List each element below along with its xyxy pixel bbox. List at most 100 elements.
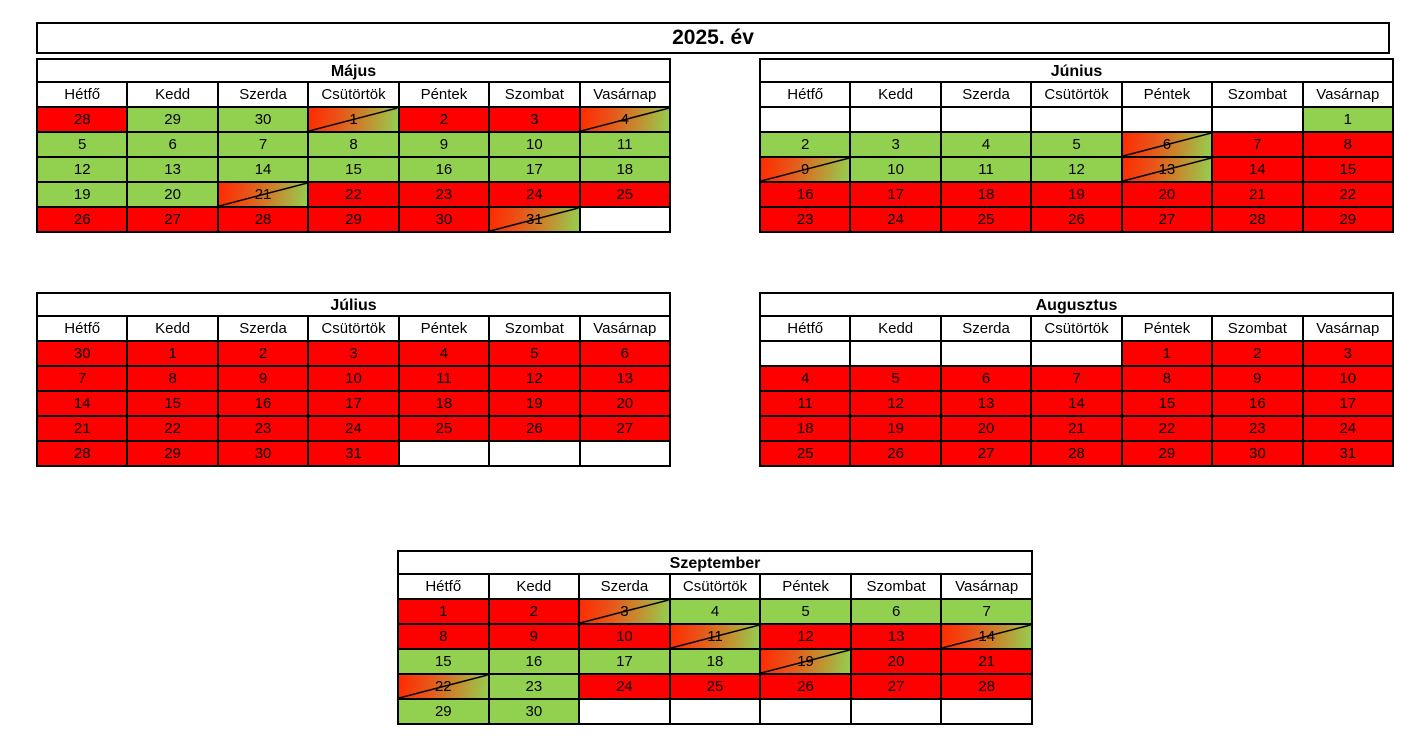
day-number: 9 [1253, 370, 1262, 387]
day-cell: 26 [1032, 208, 1121, 231]
day-number: 26 [887, 445, 904, 462]
month-grid: Hétfő Kedd Szerda Csütörtök Péntek Szombat Vas… [761, 317, 1392, 465]
day-number: 16 [435, 161, 453, 178]
day-cell: 30 [489, 700, 579, 723]
day-cell: 20 [580, 392, 669, 415]
day-cell: 7 [942, 600, 1031, 623]
day-cell: 12 [761, 625, 850, 648]
weekday-header: Kedd [851, 83, 940, 106]
day-cell: 8 [1303, 133, 1392, 156]
month-name: Július [38, 294, 669, 317]
day-cell: 6 [1122, 133, 1212, 156]
day-cell: 14 [218, 158, 308, 181]
day-number: 19 [526, 395, 543, 412]
day-number: 7 [982, 603, 991, 620]
weekday-header: Szombat [851, 575, 941, 598]
day-cell: 4 [941, 133, 1031, 156]
day-cell: 6 [851, 600, 941, 623]
day-cell: 29 [309, 208, 398, 231]
day-number: 29 [345, 211, 362, 228]
month-grid: Hétfő Kedd Szerda Csütörtök Péntek Szombat Vas… [38, 83, 669, 231]
day-number: 12 [526, 370, 543, 387]
empty-day-cell [399, 442, 489, 465]
day-number: 28 [1249, 211, 1266, 228]
day-number: 14 [1068, 395, 1085, 412]
weekday-header: Csütörtök [670, 575, 760, 598]
weekday-header: Szombat [1213, 83, 1302, 106]
day-number: 6 [168, 136, 177, 153]
empty-day-cell [942, 700, 1031, 723]
day-number: 3 [1343, 345, 1352, 362]
day-cell: 28 [1213, 208, 1302, 231]
day-cell: 19 [1032, 183, 1121, 206]
day-number: 7 [258, 136, 268, 153]
weekday-header: Csütörtök [309, 83, 398, 106]
day-cell: 22 [399, 675, 488, 698]
day-number: 26 [526, 420, 543, 437]
day-number: 10 [345, 370, 362, 387]
day-number: 27 [616, 420, 634, 437]
day-number: 3 [620, 603, 629, 620]
day-number: 20 [164, 186, 181, 203]
day-number: 8 [1162, 370, 1172, 387]
empty-day-cell [490, 442, 579, 465]
day-number: 9 [801, 161, 810, 178]
day-cell: 26 [851, 442, 940, 465]
day-cell: 14 [1213, 158, 1302, 181]
day-cell: 29 [1303, 208, 1392, 231]
empty-day-cell [851, 342, 940, 365]
day-number: 13 [1158, 161, 1176, 178]
day-number: 5 [1072, 136, 1081, 153]
weekday-header: Kedd [128, 317, 217, 340]
day-cell: 21 [942, 650, 1031, 673]
weekday-header: Szerda [580, 575, 669, 598]
weekday-header: Hétfő [399, 575, 488, 598]
day-cell: 23 [1213, 417, 1302, 440]
day-number: 15 [1158, 395, 1176, 412]
day-cell: 26 [490, 417, 579, 440]
day-number: 6 [891, 603, 901, 620]
empty-day-cell [761, 700, 850, 723]
day-number: 16 [525, 653, 543, 670]
day-cell: 25 [670, 675, 760, 698]
weekday-header: Péntek [1122, 83, 1212, 106]
day-number: 17 [1339, 395, 1357, 412]
day-cell: 7 [1213, 133, 1302, 156]
month-name: Szeptember [399, 552, 1031, 575]
strike-line [761, 158, 849, 181]
day-number: 25 [706, 678, 724, 695]
day-cell: 26 [38, 208, 127, 231]
day-cell: 2 [761, 133, 850, 156]
day-cell: 18 [580, 158, 669, 181]
day-cell: 31 [490, 208, 579, 231]
strike-line [1123, 158, 1211, 181]
day-number: 21 [978, 653, 996, 670]
day-cell: 8 [399, 625, 488, 648]
day-number: 11 [436, 370, 452, 387]
strike-line [671, 625, 760, 648]
day-cell: 2 [399, 108, 489, 131]
day-cell: 4 [580, 108, 669, 131]
day-number: 21 [1068, 420, 1085, 437]
day-number: 30 [525, 703, 543, 720]
day-number: 25 [435, 420, 453, 437]
day-cell: 18 [670, 650, 760, 673]
day-cell: 12 [490, 367, 579, 390]
day-number: 29 [1339, 211, 1357, 228]
day-cell: 13 [128, 158, 217, 181]
day-number: 10 [526, 136, 543, 153]
day-cell: 30 [218, 442, 308, 465]
day-number: 15 [345, 161, 362, 178]
day-number: 15 [434, 653, 452, 670]
day-cell: 4 [761, 367, 850, 390]
day-number: 22 [345, 186, 362, 203]
day-cell: 29 [399, 700, 488, 723]
month-grid: Hétfő Kedd Szerda Csütörtök Péntek Szombat Vas… [399, 575, 1031, 723]
day-cell: 9 [218, 367, 308, 390]
day-number: 16 [254, 395, 272, 412]
day-cell: 5 [38, 133, 127, 156]
day-cell: 2 [489, 600, 579, 623]
day-cell: 3 [580, 600, 669, 623]
day-number: 2 [529, 603, 539, 620]
day-number: 24 [616, 678, 633, 695]
